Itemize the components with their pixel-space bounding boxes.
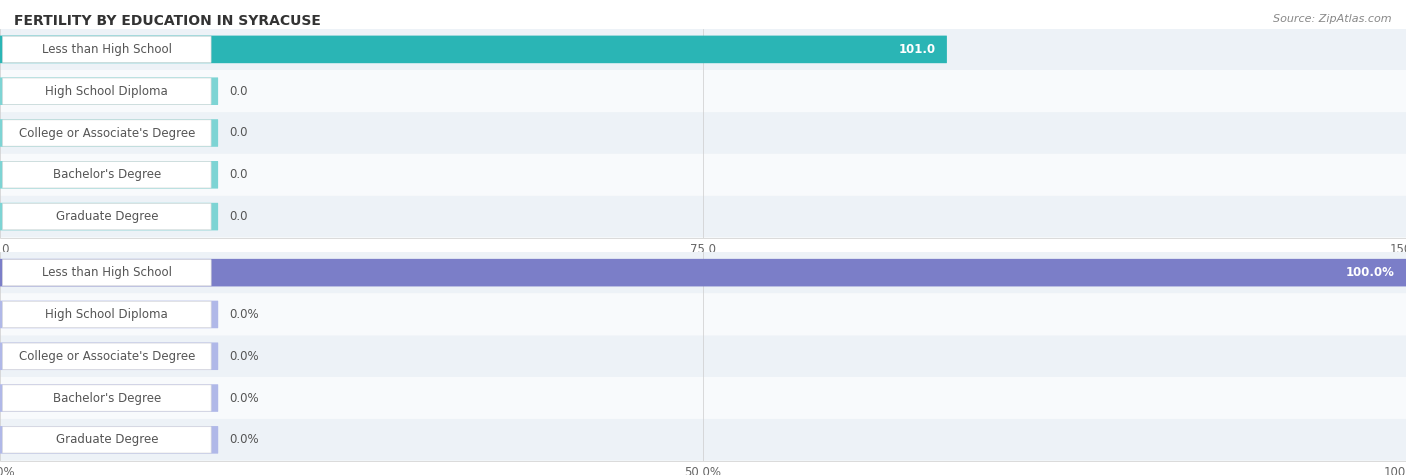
Text: Less than High School: Less than High School xyxy=(42,266,172,279)
FancyBboxPatch shape xyxy=(0,28,1406,70)
Text: College or Associate's Degree: College or Associate's Degree xyxy=(18,350,195,363)
Text: College or Associate's Degree: College or Associate's Degree xyxy=(18,126,195,140)
Text: High School Diploma: High School Diploma xyxy=(45,308,169,321)
FancyBboxPatch shape xyxy=(3,301,211,328)
Text: 101.0: 101.0 xyxy=(898,43,935,56)
FancyBboxPatch shape xyxy=(3,343,211,370)
FancyBboxPatch shape xyxy=(0,342,218,370)
FancyBboxPatch shape xyxy=(0,70,1406,112)
FancyBboxPatch shape xyxy=(0,77,218,105)
FancyBboxPatch shape xyxy=(0,203,218,230)
FancyBboxPatch shape xyxy=(0,252,1406,294)
FancyBboxPatch shape xyxy=(3,385,211,411)
Text: Graduate Degree: Graduate Degree xyxy=(56,210,157,223)
Text: 0.0: 0.0 xyxy=(229,168,247,181)
FancyBboxPatch shape xyxy=(0,335,1406,377)
FancyBboxPatch shape xyxy=(3,162,211,188)
FancyBboxPatch shape xyxy=(0,301,218,328)
Text: Bachelor's Degree: Bachelor's Degree xyxy=(53,168,160,181)
Text: Less than High School: Less than High School xyxy=(42,43,172,56)
FancyBboxPatch shape xyxy=(0,154,1406,196)
Text: Bachelor's Degree: Bachelor's Degree xyxy=(53,391,160,405)
FancyBboxPatch shape xyxy=(0,377,1406,419)
Text: 100.0%: 100.0% xyxy=(1346,266,1395,279)
Text: Source: ZipAtlas.com: Source: ZipAtlas.com xyxy=(1274,14,1392,24)
Text: Graduate Degree: Graduate Degree xyxy=(56,433,157,446)
Text: 0.0%: 0.0% xyxy=(229,350,259,363)
Text: 0.0%: 0.0% xyxy=(229,308,259,321)
FancyBboxPatch shape xyxy=(0,161,218,189)
Text: 0.0: 0.0 xyxy=(229,126,247,140)
FancyBboxPatch shape xyxy=(0,259,1406,286)
FancyBboxPatch shape xyxy=(0,36,946,63)
Text: FERTILITY BY EDUCATION IN SYRACUSE: FERTILITY BY EDUCATION IN SYRACUSE xyxy=(14,14,321,28)
Text: 0.0: 0.0 xyxy=(229,85,247,98)
FancyBboxPatch shape xyxy=(3,120,211,146)
FancyBboxPatch shape xyxy=(3,427,211,453)
FancyBboxPatch shape xyxy=(3,259,211,286)
FancyBboxPatch shape xyxy=(0,384,218,412)
FancyBboxPatch shape xyxy=(0,426,218,454)
FancyBboxPatch shape xyxy=(0,119,218,147)
Text: 0.0: 0.0 xyxy=(229,210,247,223)
FancyBboxPatch shape xyxy=(0,419,1406,461)
Text: 0.0%: 0.0% xyxy=(229,391,259,405)
Text: 0.0%: 0.0% xyxy=(229,433,259,446)
FancyBboxPatch shape xyxy=(0,112,1406,154)
FancyBboxPatch shape xyxy=(0,294,1406,335)
FancyBboxPatch shape xyxy=(3,36,211,63)
FancyBboxPatch shape xyxy=(3,78,211,104)
Text: High School Diploma: High School Diploma xyxy=(45,85,169,98)
FancyBboxPatch shape xyxy=(0,196,1406,238)
FancyBboxPatch shape xyxy=(3,203,211,230)
